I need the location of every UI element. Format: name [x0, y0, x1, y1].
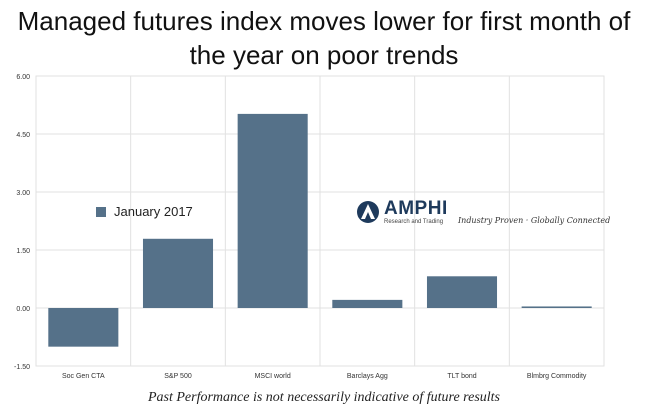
y-tick-label: 1.50 [16, 248, 30, 255]
y-tick-label: 0.00 [16, 306, 30, 313]
logo-tagline: Industry Proven · Globally Connected [458, 216, 611, 225]
bar [332, 299, 403, 308]
y-tick-label: 3.00 [16, 190, 30, 197]
x-tick-label: Barclays Agg [347, 373, 388, 380]
legend-swatch [96, 206, 106, 217]
x-tick-label: Blmbrg Commodity [527, 373, 587, 380]
amphi-logo-icon [357, 201, 379, 223]
y-tick-label: 4.50 [16, 132, 30, 139]
x-tick-label: TLT bond [447, 373, 476, 380]
logo-name: AMPHI [384, 198, 448, 219]
logo-subtitle: Research and Trading [384, 219, 444, 225]
bar [48, 308, 119, 347]
y-tick-label: -1.50 [14, 364, 30, 371]
bar [237, 113, 308, 308]
bar [426, 276, 498, 308]
disclaimer: Past Performance is not necessarily indi… [147, 390, 501, 405]
amphi-logo: AMPHI Research and Trading [356, 199, 448, 225]
chart-title: Managed futures index moves lower for fi… [17, 6, 631, 70]
y-tick-label: 6.00 [16, 74, 30, 81]
x-tick-label: S&P 500 [164, 373, 192, 380]
bar [521, 306, 592, 308]
legend-label: January 2017 [114, 204, 193, 219]
x-tick-label: Soc Gen CTA [62, 373, 105, 380]
bar [142, 238, 214, 308]
x-tick-label: MSCI world [255, 373, 291, 380]
legend: January 2017 [96, 204, 193, 219]
